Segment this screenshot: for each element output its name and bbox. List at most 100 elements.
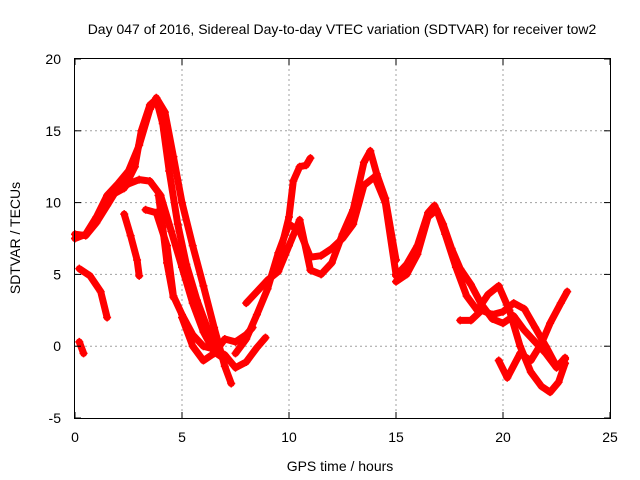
- marker-track-10: [306, 154, 315, 163]
- marker-track-11: [359, 158, 368, 167]
- marker-track-10: [289, 177, 298, 186]
- marker-track-4: [145, 100, 154, 109]
- marker-track-6: [231, 363, 240, 372]
- marker-track-4: [192, 296, 201, 305]
- marker-track-2: [81, 230, 90, 239]
- marker-track-3: [103, 313, 112, 322]
- marker-track-13: [432, 205, 441, 214]
- marker-track-8: [210, 349, 219, 358]
- marker-track-13: [402, 270, 411, 279]
- marker-track-4: [158, 119, 167, 128]
- marker-track-2: [169, 152, 178, 161]
- marker-track-13: [424, 212, 433, 221]
- marker-track-5: [126, 231, 135, 240]
- marker-track-5: [133, 256, 142, 265]
- marker-track-11: [252, 287, 261, 296]
- marker-track-2: [220, 362, 229, 371]
- marker-track-4: [109, 189, 118, 198]
- marker-track-7: [154, 191, 163, 200]
- y-axis-label: SDTVAR / TECUs: [7, 182, 23, 294]
- marker-track-6: [252, 343, 261, 352]
- marker-track-2: [92, 212, 101, 221]
- marker-track-1: [167, 227, 176, 236]
- marker-track-13: [526, 368, 535, 377]
- marker-track-14: [466, 316, 475, 325]
- marker-track-15: [526, 356, 535, 365]
- marker-track-15: [556, 299, 565, 308]
- markers-track-14: [456, 299, 570, 371]
- series-track-5: [120, 210, 143, 280]
- marker-track-15: [503, 373, 512, 382]
- marker-track-5: [120, 210, 129, 219]
- y-tick-label: 0: [53, 338, 61, 354]
- markers-track-15: [494, 287, 572, 382]
- marker-track-15: [563, 287, 572, 296]
- marker-track-15: [494, 356, 503, 365]
- marker-track-13: [537, 382, 546, 391]
- marker-track-16: [79, 349, 88, 358]
- marker-track-13: [441, 230, 450, 239]
- marker-track-4: [130, 162, 139, 171]
- marker-track-13: [494, 281, 503, 290]
- y-tick-labels: -5 0 5 10 15 20: [45, 51, 61, 426]
- marker-track-11: [274, 267, 283, 276]
- markers-track-5: [120, 210, 144, 280]
- marker-track-11: [317, 270, 326, 279]
- marker-track-7: [158, 223, 167, 232]
- marker-track-9: [263, 284, 272, 293]
- marker-track-11: [242, 299, 251, 308]
- y-tick-label: 5: [53, 266, 61, 282]
- marker-track-11: [349, 205, 358, 214]
- marker-track-15: [516, 349, 525, 358]
- marker-track-9: [231, 349, 240, 358]
- marker-track-5: [135, 271, 144, 280]
- marker-track-9: [242, 335, 251, 344]
- series-track-11: [242, 147, 400, 307]
- markers-track-10: [274, 154, 315, 265]
- marker-track-6: [261, 333, 270, 342]
- marker-track-2: [188, 241, 197, 250]
- marker-track-10: [302, 161, 311, 170]
- marker-track-8: [199, 356, 208, 365]
- series-track-13: [392, 206, 569, 396]
- marker-track-11: [295, 215, 304, 224]
- y-tick-label: 10: [45, 195, 61, 211]
- marker-track-2: [199, 281, 208, 290]
- marker-track-11: [392, 256, 400, 265]
- y-tick-label: 15: [45, 123, 61, 139]
- markers-track-16: [75, 337, 88, 358]
- marker-track-12: [520, 326, 529, 335]
- marker-track-2: [113, 179, 122, 188]
- marker-track-4: [120, 184, 129, 193]
- marker-track-4: [152, 95, 161, 104]
- marker-track-13: [413, 250, 422, 259]
- marker-track-14: [531, 323, 540, 332]
- marker-track-11: [327, 258, 336, 267]
- marker-track-16: [75, 337, 84, 346]
- marker-track-14: [561, 355, 570, 364]
- marker-track-6: [220, 350, 229, 359]
- marker-track-2: [210, 323, 219, 332]
- marker-track-11: [306, 266, 315, 275]
- x-tick-label: 20: [495, 429, 511, 445]
- marker-track-13: [554, 378, 563, 387]
- marker-track-4: [137, 126, 146, 135]
- marker-track-13: [516, 342, 525, 351]
- marker-track-4: [165, 167, 174, 176]
- markers-track-7: [154, 191, 178, 302]
- x-tick-labels: 0 5 10 15 20 25: [71, 429, 618, 445]
- markers-track-3: [75, 264, 112, 322]
- marker-track-12: [466, 280, 475, 289]
- marker-track-4: [203, 324, 212, 333]
- marker-track-7: [169, 293, 178, 302]
- marker-track-11: [285, 241, 293, 250]
- marker-track-11: [263, 276, 272, 285]
- marker-track-9: [252, 310, 261, 319]
- data-series: [71, 93, 572, 397]
- marker-track-14: [509, 299, 518, 308]
- marker-track-13: [546, 388, 555, 397]
- marker-track-6: [199, 342, 208, 351]
- x-axis-label: GPS time / hours: [287, 458, 394, 474]
- marker-track-8: [188, 342, 197, 351]
